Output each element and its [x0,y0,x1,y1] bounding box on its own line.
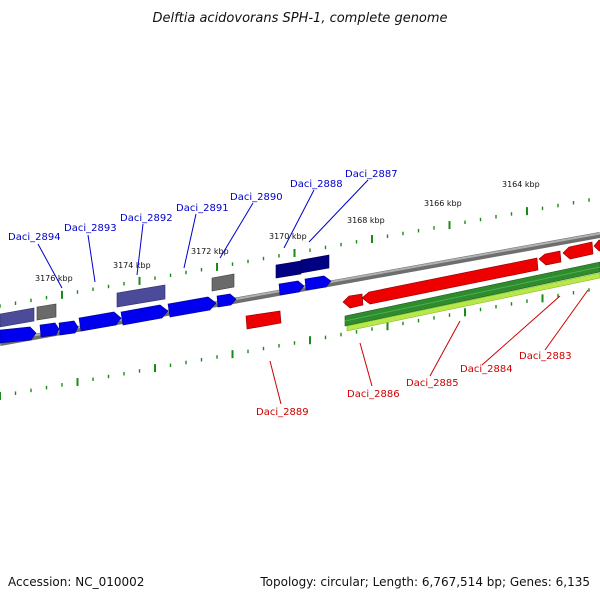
accession-text: Accession: NC_010002 [8,575,144,589]
gene-arrow[interactable] [361,257,539,305]
reverse-genes-row1 [245,239,600,330]
scale-label-3168: 3168 kbp [347,216,385,225]
reverse-leaders [269,289,589,405]
gene-block[interactable] [0,307,35,328]
gene-arrow[interactable] [0,326,37,344]
gene-arrow[interactable] [562,241,594,260]
gene-label-daci-2890[interactable]: Daci_2890 [230,192,283,203]
gene-block[interactable] [245,310,282,330]
scale-label-3164: 3164 kbp [502,180,540,189]
gene-arrow[interactable] [39,322,60,338]
gene-arrow[interactable] [342,293,364,309]
scale-label-3172: 3172 kbp [191,247,229,256]
gene-arrow[interactable] [78,311,122,332]
gene-arrow[interactable] [538,250,562,266]
forward-genes-row2 [0,254,330,328]
gene-arrow[interactable] [278,280,305,296]
feature-bands [344,261,600,332]
scale-label-3176: 3176 kbp [35,274,73,283]
gene-arrow[interactable] [167,296,217,318]
scale-label-3170: 3170 kbp [269,232,307,241]
gene-arrow[interactable] [304,275,332,291]
gene-arrow[interactable] [58,320,79,336]
gene-arrow[interactable] [593,239,600,252]
genome-title: Delftia acidovorans SPH-1, complete geno… [152,11,447,26]
gene-arrow[interactable] [216,293,237,308]
gene-label-daci-2893[interactable]: Daci_2893 [64,223,117,234]
gene-label-daci-2889[interactable]: Daci_2889 [256,407,309,418]
gene-label-daci-2894[interactable]: Daci_2894 [8,232,61,243]
scale-label-3166: 3166 kbp [424,199,462,208]
gene-block[interactable] [275,260,302,279]
gene-label-daci-2885[interactable]: Daci_2885 [406,378,459,389]
genome-stats-text: Topology: circular; Length: 6,767,514 bp… [259,575,590,589]
gene-arrow[interactable] [120,304,169,326]
gene-label-daci-2884[interactable]: Daci_2884 [460,364,513,375]
gene-block[interactable] [116,284,166,308]
gene-block[interactable] [211,273,235,292]
upper-tick-track [0,198,590,308]
gene-label-daci-2887[interactable]: Daci_2887 [345,169,398,180]
gene-label-daci-2892[interactable]: Daci_2892 [120,213,173,224]
forward-leaders [37,179,369,289]
gene-band-lime[interactable] [346,272,600,332]
gene-label-daci-2891[interactable]: Daci_2891 [176,203,229,214]
gene-label-daci-2888[interactable]: Daci_2888 [290,179,343,190]
gene-label-daci-2886[interactable]: Daci_2886 [347,389,400,400]
gene-block[interactable] [36,303,57,321]
gene-label-daci-2883[interactable]: Daci_2883 [519,351,572,362]
gene-block[interactable] [300,254,330,274]
forward-genes-row1 [0,275,332,344]
scale-label-3174: 3174 kbp [113,261,151,270]
lower-tick-track [0,288,590,400]
